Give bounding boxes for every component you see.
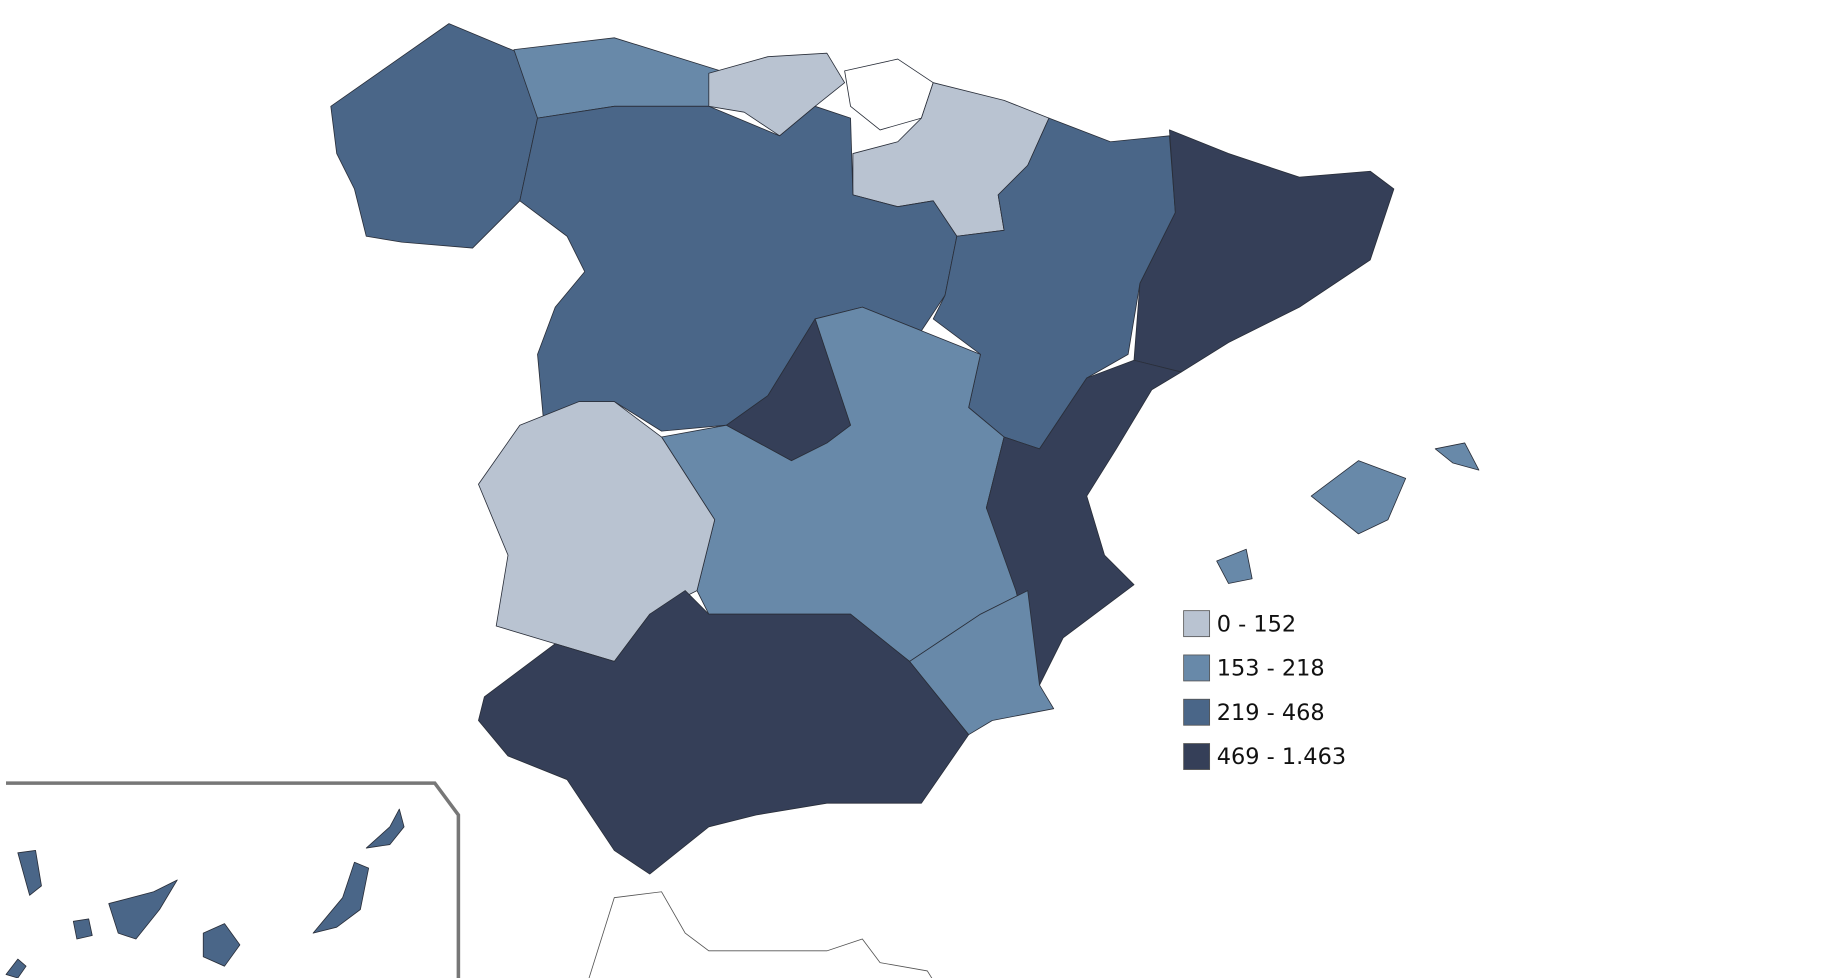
region: [330, 23, 538, 249]
region: [312, 861, 370, 934]
legend-swatch: [1183, 743, 1211, 770]
region: [478, 401, 716, 662]
region: [478, 590, 970, 875]
region: [365, 808, 405, 849]
region: [17, 850, 42, 896]
africa-coast: [588, 891, 933, 978]
legend-swatch: [1183, 654, 1211, 682]
region: [985, 359, 1182, 686]
region: [72, 918, 93, 940]
canary-frame: [6, 781, 461, 978]
region: [1216, 548, 1253, 584]
legend: 0 - 152 153 - 218 219 - 468 469 - 1.463: [1183, 610, 1346, 770]
region: [1133, 129, 1395, 373]
legend-swatch: [1183, 698, 1211, 726]
region: [726, 318, 851, 462]
legend-label: 153 - 218: [1217, 656, 1325, 682]
region: [202, 923, 241, 967]
region: [5, 958, 27, 978]
legend-label: 219 - 468: [1217, 700, 1325, 726]
legend-label: 469 - 1.463: [1217, 744, 1346, 770]
region: [108, 879, 178, 940]
region: [1434, 442, 1480, 471]
legend-swatch: [1183, 610, 1211, 638]
legend-label: 0 - 152: [1217, 611, 1296, 637]
region: [1310, 460, 1407, 535]
regions: [5, 23, 1480, 978]
